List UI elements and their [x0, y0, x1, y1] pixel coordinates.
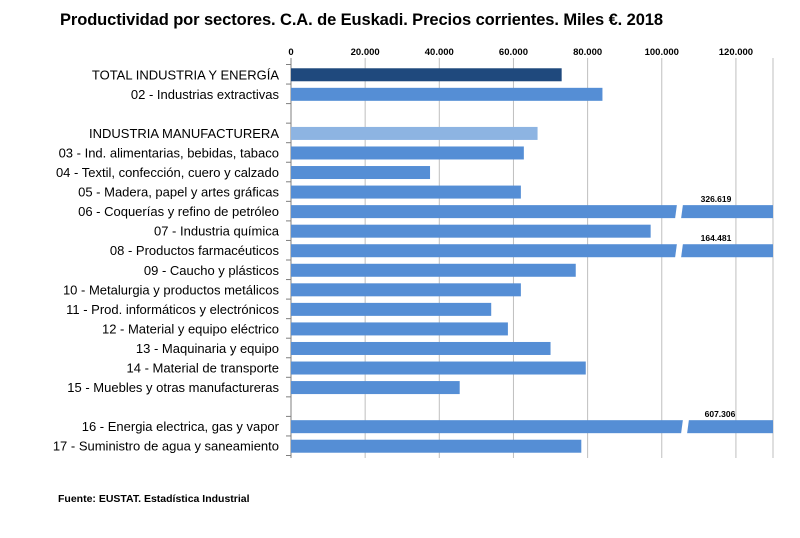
category-label: 14 - Material de transporte [127, 361, 279, 376]
category-label: 03 - Ind. alimentarias, bebidas, tabaco [59, 145, 279, 160]
category-label: 13 - Maquinaria y equipo [136, 341, 279, 356]
bar [291, 322, 508, 336]
bar [291, 283, 521, 297]
bar [291, 244, 773, 258]
bar [291, 68, 562, 82]
source-note: Fuente: EUSTAT. Estadística Industrial [58, 493, 250, 505]
bar [291, 126, 538, 140]
axis-break [681, 419, 689, 435]
bar [291, 87, 603, 101]
data-label: 164.481 [701, 233, 732, 243]
category-label: 11 - Prod. informáticos y electrónicos [66, 302, 279, 317]
category-label: 08 - Productos farmacéuticos [110, 243, 280, 258]
bar [291, 381, 460, 395]
category-label: 12 - Material y equipo eléctrico [102, 321, 279, 336]
bar [291, 439, 582, 453]
category-label: 17 - Suministro de agua y saneamiento [53, 439, 279, 454]
x-tick-label: 100.000 [645, 47, 679, 58]
chart-title: Productividad por sectores. C.A. de Eusk… [60, 11, 663, 29]
data-label: 326.619 [701, 194, 732, 204]
category-label: 09 - Caucho y plásticos [144, 263, 280, 278]
category-label: 04 - Textil, confección, cuero y calzado [56, 165, 279, 180]
x-tick-label: 0 [288, 47, 293, 58]
category-label: 07 - Industria química [154, 224, 280, 239]
bar [291, 361, 586, 375]
axis-break [675, 243, 683, 259]
bar [291, 420, 773, 434]
x-tick-label: 120.000 [719, 47, 753, 58]
bar [291, 166, 431, 180]
bar [291, 224, 651, 238]
category-label: 16 - Energia electrica, gas y vapor [82, 419, 280, 434]
x-tick-label: 20.000 [351, 47, 380, 58]
axis-break [675, 204, 683, 220]
category-label: 15 - Muebles y otras manufactureras [67, 380, 279, 395]
category-label: INDUSTRIA MANUFACTURERA [89, 126, 279, 141]
data-label: 607.306 [705, 409, 736, 419]
category-label: 02 - Industrias extractivas [131, 87, 280, 102]
category-label: 05 - Madera, papel y artes gráficas [78, 185, 279, 200]
x-tick-label: 80.000 [573, 47, 602, 58]
bar [291, 302, 492, 316]
bar [291, 146, 524, 160]
category-label: 06 - Coquerías y refino de petróleo [78, 204, 279, 219]
x-tick-label: 60.000 [499, 47, 528, 58]
category-label: 10 - Metalurgia y productos metálicos [63, 282, 280, 297]
bar [291, 263, 576, 277]
x-tick-label: 40.000 [425, 47, 454, 58]
category-label: TOTAL INDUSTRIA Y ENERGÍA [92, 67, 279, 82]
bar [291, 185, 521, 199]
bar [291, 341, 551, 355]
bar [291, 205, 773, 219]
